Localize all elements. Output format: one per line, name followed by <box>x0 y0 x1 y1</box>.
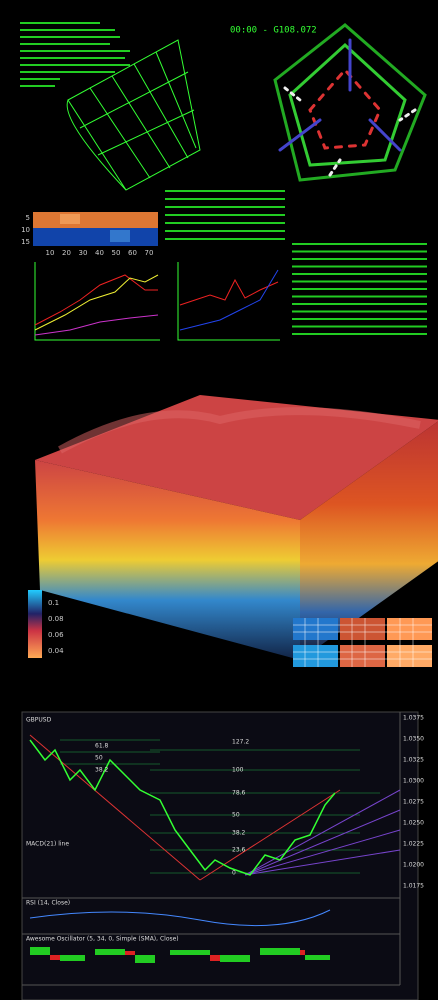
x-tick-label: 70 <box>145 249 154 257</box>
fib-label: 38.2 <box>95 767 109 774</box>
price-label: 1.0225 <box>403 841 424 848</box>
text-line <box>292 280 427 283</box>
text-line <box>292 250 427 253</box>
price-label: 1.0325 <box>403 757 424 764</box>
fib-label: 127.2 <box>232 739 249 746</box>
fib-label: 78.6 <box>232 790 246 797</box>
text-line <box>292 333 427 335</box>
price-label: 1.0375 <box>403 715 424 722</box>
text-line <box>292 310 427 313</box>
fib-label: 38.2 <box>232 830 246 837</box>
molecule <box>273 23 427 182</box>
text-block <box>292 243 427 335</box>
colorbar-label: 0.1 <box>48 599 59 607</box>
x-tick-label: 40 <box>95 249 104 257</box>
text-line <box>292 243 427 245</box>
text-line <box>292 288 427 290</box>
y-tick-label: 10 <box>21 226 30 234</box>
price-label: 1.0250 <box>403 820 424 827</box>
fractal-terrain <box>35 395 438 660</box>
text-line <box>292 258 427 260</box>
text-line <box>292 265 427 268</box>
panel-label: RSI (14, Close) <box>26 900 70 907</box>
text-line <box>292 318 427 320</box>
x-tick-label: 50 <box>112 249 121 257</box>
fib-label: 0 <box>232 870 236 877</box>
y-tick-label: 15 <box>21 238 30 246</box>
text-line <box>292 295 427 298</box>
chart-title: GBPUSD <box>26 717 52 724</box>
price-label: 1.0200 <box>403 862 424 869</box>
clock: 00:00 - G108.072 <box>230 26 317 36</box>
heatmap <box>33 212 158 246</box>
fib-label: 50 <box>95 755 103 762</box>
text-line <box>292 303 427 305</box>
x-tick-label: 60 <box>128 249 137 257</box>
grid-table <box>293 618 432 667</box>
colorbar-label: 0.04 <box>48 647 64 655</box>
colorbar-label: 0.08 <box>48 615 64 623</box>
x-tick-label: 30 <box>79 249 88 257</box>
colorbar-label: 0.06 <box>48 631 64 639</box>
fib-label: 23.6 <box>232 847 246 854</box>
x-tick-label: 10 <box>46 249 55 257</box>
fib-label: 100 <box>232 767 244 774</box>
price-label: 1.0275 <box>403 799 424 806</box>
panel-label: MACD(21) line <box>26 841 69 848</box>
fib-label: 50 <box>232 812 240 819</box>
trading-chart <box>21 711 419 1000</box>
x-tick-label: 20 <box>62 249 71 257</box>
colorbar <box>28 590 42 658</box>
price-label: 1.0350 <box>403 736 424 743</box>
price-label: 1.0175 <box>403 883 424 890</box>
price-label: 1.0300 <box>403 778 424 785</box>
fib-label: 61.8 <box>95 743 109 750</box>
text-line <box>292 273 427 275</box>
text-line <box>292 325 427 328</box>
panel-label: Awesome Oscillator (5, 34, 0, Simple (SM… <box>26 936 179 943</box>
wireframe <box>66 39 201 191</box>
y-tick-label: 5 <box>26 214 30 222</box>
text-block <box>20 22 285 240</box>
line-chart <box>34 262 280 341</box>
